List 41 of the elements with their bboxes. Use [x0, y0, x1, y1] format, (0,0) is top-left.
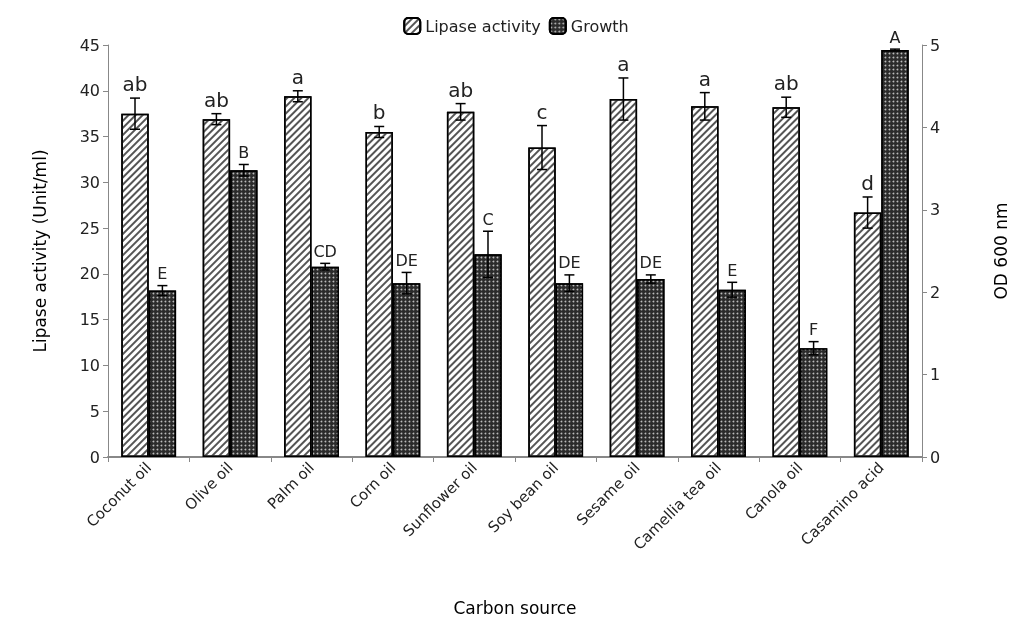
y-tick-label: 20 — [79, 264, 100, 284]
y-tick-label: 30 — [79, 172, 100, 192]
data-label: ab — [203, 87, 229, 112]
data-label: ab — [448, 77, 474, 102]
data-label: DE — [395, 250, 418, 270]
data-label: B — [238, 142, 250, 162]
y2-tick-label: 0 — [930, 447, 941, 467]
y-tick-label: 40 — [79, 81, 100, 101]
data-label: A — [889, 27, 901, 47]
data-label: ab — [122, 72, 148, 97]
y2-tick-label: 5 — [930, 35, 941, 55]
y-tick-label: 45 — [79, 35, 100, 55]
y-tick-label: 10 — [79, 355, 100, 375]
data-label: C — [482, 209, 494, 229]
x-axis-title: Carbon source — [453, 597, 577, 618]
data-label: E — [157, 264, 168, 284]
y-tick-label: 35 — [79, 127, 100, 147]
y-tick-label: 25 — [79, 218, 100, 238]
data-label: ab — [773, 71, 799, 96]
data-label: DE — [558, 253, 581, 273]
legend-label: Lipase activity — [425, 16, 541, 36]
data-label: d — [861, 170, 874, 195]
y2-tick-label: 2 — [930, 282, 941, 302]
data-label: DE — [639, 253, 663, 273]
y-tick-label: 15 — [79, 310, 100, 330]
y2-axis-title: OD 600 nm — [990, 202, 1011, 300]
legend-label: Growth — [570, 16, 629, 36]
data-label: b — [372, 100, 386, 125]
data-label: a — [617, 51, 630, 76]
data-label: F — [808, 320, 819, 340]
data-label: c — [536, 99, 548, 124]
y2-tick-label: 1 — [930, 365, 941, 385]
y-tick-label: 5 — [89, 401, 100, 421]
y2-tick-label: 4 — [930, 117, 941, 137]
data-label: CD — [313, 241, 337, 261]
y-tick-label: 0 — [89, 447, 100, 467]
data-label: a — [698, 66, 711, 91]
data-label: a — [291, 64, 304, 89]
y-axis-title: Lipase activity (Unit/ml) — [29, 149, 50, 353]
data-label: E — [727, 260, 738, 280]
y2-tick-label: 3 — [930, 200, 941, 220]
